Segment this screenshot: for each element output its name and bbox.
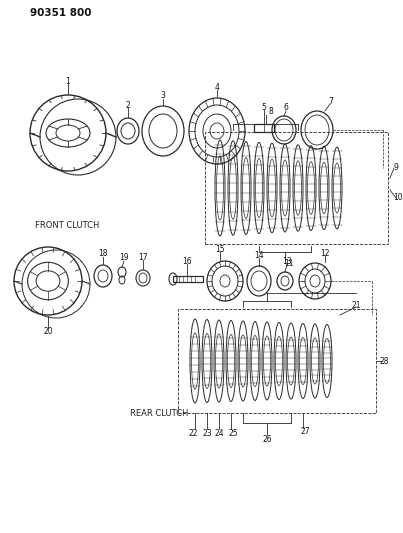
Text: 8: 8 xyxy=(268,108,273,117)
Text: 25: 25 xyxy=(228,429,238,438)
Text: 5: 5 xyxy=(262,103,266,112)
Text: REAR CLUTCH: REAR CLUTCH xyxy=(130,408,188,417)
Text: 23: 23 xyxy=(202,429,212,438)
Text: 24: 24 xyxy=(214,429,224,438)
Text: 14: 14 xyxy=(254,251,264,260)
Text: 7: 7 xyxy=(328,98,333,107)
Text: 19: 19 xyxy=(119,254,129,262)
Bar xyxy=(254,124,274,132)
Text: 12: 12 xyxy=(320,248,330,257)
Text: 9: 9 xyxy=(394,164,399,173)
Bar xyxy=(205,132,388,244)
Text: 1: 1 xyxy=(66,77,71,85)
Bar xyxy=(178,309,376,413)
Text: 3: 3 xyxy=(160,92,166,101)
Text: 6: 6 xyxy=(284,103,289,112)
Text: 4: 4 xyxy=(214,84,220,93)
Text: 26: 26 xyxy=(262,434,272,443)
Text: 15: 15 xyxy=(215,245,225,254)
Bar xyxy=(173,276,203,282)
Text: 27: 27 xyxy=(300,426,310,435)
Text: 10: 10 xyxy=(393,193,403,203)
Text: 16: 16 xyxy=(182,256,192,265)
Text: 21: 21 xyxy=(351,301,361,310)
Text: 13: 13 xyxy=(282,256,292,265)
Text: 22: 22 xyxy=(188,429,198,438)
Text: FRONT CLUTCH: FRONT CLUTCH xyxy=(35,221,100,230)
Text: 17: 17 xyxy=(138,254,148,262)
Text: 2: 2 xyxy=(126,101,131,109)
Text: 11: 11 xyxy=(284,260,294,269)
Text: 20: 20 xyxy=(43,327,53,335)
Text: 90351 800: 90351 800 xyxy=(30,8,91,18)
Text: 28: 28 xyxy=(379,357,389,366)
Text: 18: 18 xyxy=(98,249,108,259)
